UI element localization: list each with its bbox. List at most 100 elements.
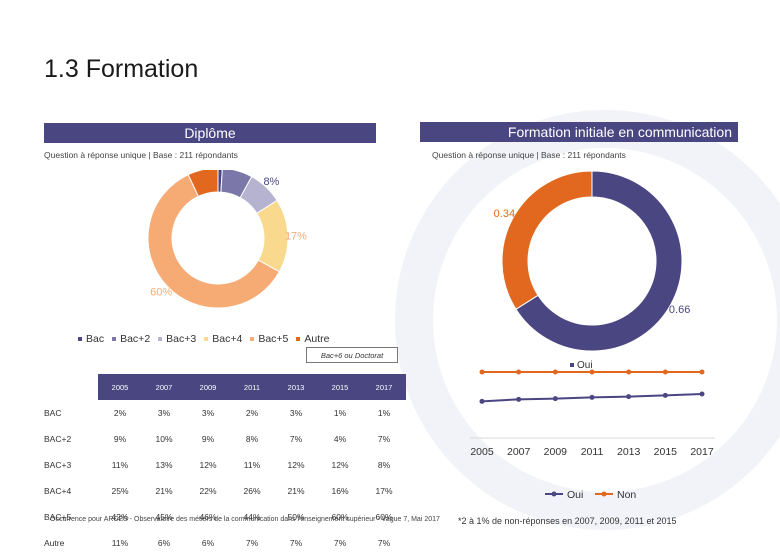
x-tick-label: 2015 — [654, 446, 678, 458]
point-oui-2011 — [590, 395, 595, 400]
table-column-header: 2017 — [362, 374, 406, 400]
x-tick-label: 2017 — [690, 446, 714, 458]
table-cell: 2% — [98, 400, 142, 426]
table-row-label: BAC — [44, 400, 98, 426]
diplome-label-bac-plus-3: 8% — [263, 176, 279, 188]
table-row-label: BAC+2 — [44, 426, 98, 452]
table-cell: 25% — [98, 478, 142, 504]
legend-swatch-autre — [296, 337, 300, 341]
legend-item-bac-plus-2: Bac+2 — [112, 333, 150, 345]
legend-item-bac-plus-4: Bac+4 — [204, 333, 242, 345]
legend-label-non: Non — [617, 489, 636, 500]
table-cell: 8% — [230, 426, 274, 452]
point-non-2007 — [516, 370, 521, 375]
table-cell: 17% — [362, 478, 406, 504]
table-cell: 2% — [230, 400, 274, 426]
table-cell: 11% — [98, 530, 142, 556]
doctorat-badge: Bac+6 ou Doctorat — [306, 347, 398, 363]
legend-item-bac-plus-5: Bac+5 — [250, 333, 288, 345]
legend-item-bac: Bac — [78, 333, 104, 345]
table-cell: 10% — [142, 426, 186, 452]
table-cell: 3% — [142, 400, 186, 426]
formation-label-oui: 0.66 — [669, 304, 690, 316]
formation-subtitle: Question à réponse unique | Base : 211 r… — [432, 150, 626, 160]
x-tick-label: 2009 — [544, 446, 568, 458]
point-non-2017 — [700, 370, 705, 375]
table-cell: 21% — [142, 478, 186, 504]
point-oui-2015 — [663, 393, 668, 398]
table-cell: 11% — [98, 452, 142, 478]
table-cell: 26% — [230, 478, 274, 504]
formation-banner: Formation initiale en communication — [420, 122, 738, 142]
legend-swatch-bac-plus-3 — [158, 337, 162, 341]
point-non-2009 — [553, 370, 558, 375]
x-tick-label: 2007 — [507, 446, 531, 458]
point-oui-2013 — [626, 394, 631, 399]
table-cell: 7% — [318, 530, 362, 556]
point-non-2013 — [626, 370, 631, 375]
table-cell: 11% — [230, 452, 274, 478]
x-tick-label: 2011 — [581, 446, 604, 458]
table-cell: 12% — [318, 452, 362, 478]
legend-label-oui: Oui — [567, 489, 583, 500]
table-cell: 1% — [318, 400, 362, 426]
table-cell: 7% — [274, 426, 318, 452]
legend-label-bac-plus-4: Bac+4 — [212, 333, 242, 345]
point-oui-2005 — [480, 399, 485, 404]
table-cell: 1% — [362, 400, 406, 426]
table-cell: 21% — [274, 478, 318, 504]
formation-slice-non — [502, 171, 592, 309]
table-cell: 7% — [362, 530, 406, 556]
legend-label-autre: Autre — [304, 333, 329, 345]
table-column-header: 2005 — [98, 374, 142, 400]
legend-label-bac-plus-3: Bac+3 — [166, 333, 196, 345]
table-cell: 6% — [186, 530, 230, 556]
point-non-2005 — [480, 370, 485, 375]
table-column-header: 2011 — [230, 374, 274, 400]
diplome-slice-bac-plus-4 — [257, 200, 288, 271]
table-cell: 9% — [98, 426, 142, 452]
diplome-label-bac-plus-4: 17% — [285, 231, 307, 243]
diplome-donut-chart: 1%7%8%17%60%7% — [120, 170, 440, 340]
formation-label-non: 0.34 — [494, 208, 515, 220]
table-cell: 13% — [142, 452, 186, 478]
table-cell: 4% — [318, 426, 362, 452]
point-oui-2017 — [700, 392, 705, 397]
legend-swatch-bac — [78, 337, 82, 341]
table-cell: 7% — [362, 426, 406, 452]
table-cell: 22% — [186, 478, 230, 504]
legend-marker-oui — [552, 492, 557, 497]
legend-marker-non — [602, 492, 607, 497]
table-cell: 3% — [274, 400, 318, 426]
table-row-label: Autre — [44, 530, 98, 556]
legend-swatch-bac-plus-5 — [250, 337, 254, 341]
table-column-header: 2007 — [142, 374, 186, 400]
table-cell: 3% — [186, 400, 230, 426]
table-column-header: 2009 — [186, 374, 230, 400]
formation-trend-chart: 2005 2007 2009 2011 2013 2015 2017 Oui Non — [470, 360, 720, 500]
legend-item-autre: Autre — [296, 333, 329, 345]
source-footnote: Occurrence pour ARCES - Observatoire des… — [50, 516, 440, 523]
legend-swatch-bac-plus-4 — [204, 337, 208, 341]
table-row-label: BAC+3 — [44, 452, 98, 478]
formation-donut-chart: 0.66 0.34 — [480, 165, 700, 365]
x-tick-label: 2013 — [617, 446, 641, 458]
table-column-header: 2015 — [318, 374, 362, 400]
table-cell: 7% — [274, 530, 318, 556]
point-oui-2007 — [516, 397, 521, 402]
table-cell: 6% — [142, 530, 186, 556]
table-cell: 12% — [274, 452, 318, 478]
legend-item-bac-plus-3: Bac+3 — [158, 333, 196, 345]
table-cell: 16% — [318, 478, 362, 504]
legend-label-bac-plus-5: Bac+5 — [258, 333, 288, 345]
table-cell: 7% — [230, 530, 274, 556]
legend-swatch-bac-plus-2 — [112, 337, 116, 341]
x-tick-label: 2005 — [470, 446, 494, 458]
table-cell: 8% — [362, 452, 406, 478]
table-corner — [44, 374, 98, 400]
